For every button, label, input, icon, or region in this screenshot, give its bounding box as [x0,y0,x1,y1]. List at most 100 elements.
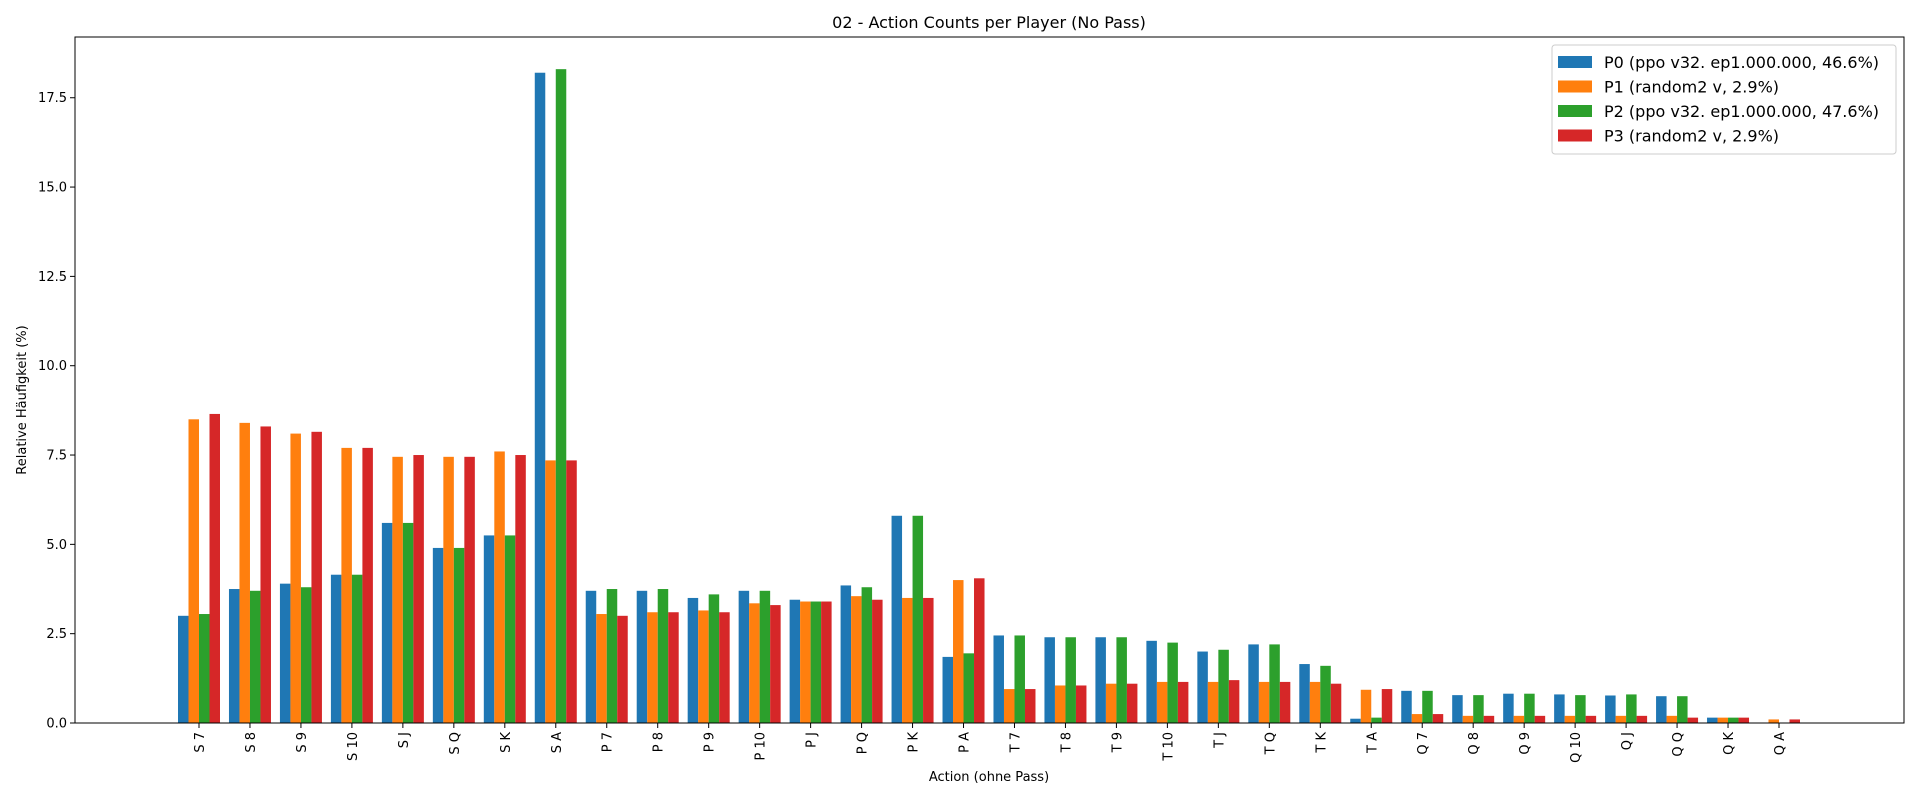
y-axis-label: Relative Häufigkeit (%) [15,325,30,474]
bar [432,547,444,723]
x-tick-label: P K [907,732,922,753]
bar [239,422,250,723]
x-tick-label: T J [1212,732,1227,749]
bar [566,460,577,723]
bar [311,431,322,723]
bar [606,589,618,723]
bar [749,603,760,723]
bar [1473,695,1484,723]
bar [1717,717,1729,723]
bar [1411,714,1423,723]
bar [1452,695,1463,723]
legend-label: P3 (random2 v, 2.9%) [1604,127,1779,146]
bar [1585,715,1597,723]
bar [719,612,730,723]
legend-label: P1 (random2 v, 2.9%) [1604,78,1779,97]
bar [545,460,556,723]
bar [1687,717,1699,723]
bar [872,599,883,723]
bar [1626,694,1637,723]
bar [260,426,271,723]
bar [861,587,873,723]
legend: P0 (ppo v32. ep1.000.000, 46.6%) P1 (rand… [1551,44,1897,155]
bars-group [178,69,1800,724]
bar [1360,689,1372,723]
bar [1248,644,1259,723]
plot-frame [74,36,1905,724]
x-tick-label: S K [499,732,514,753]
x-tick-label: P 8 [652,732,667,752]
legend-box [1551,44,1897,155]
y-tick-label: 0.0 [46,717,67,732]
bar [974,578,985,723]
y-tick-label: 15.0 [38,181,67,196]
bar [1513,715,1525,723]
bar [1789,719,1800,723]
bar [657,589,669,723]
bar [1167,642,1178,723]
y-tick-label: 7.5 [46,449,67,464]
bar [1503,693,1514,723]
bar [228,589,240,723]
bar [1014,635,1025,723]
x-tick-label: Q 8 [1467,732,1482,755]
bar [1197,651,1208,723]
bar [1615,715,1627,723]
bar [402,522,414,723]
x-tick-label: S 10 [346,732,361,761]
bar [912,515,924,723]
x-tick-label: Q 10 [1569,732,1584,763]
series-1 [188,419,1779,723]
bar [810,601,822,723]
bar [1534,715,1546,723]
bar [1218,649,1229,723]
bar [1707,717,1718,723]
bar [464,456,475,723]
bar [1054,685,1066,723]
x-tick-label: T 8 [1059,732,1074,753]
bar [1299,664,1310,723]
bar [1044,637,1055,723]
legend-swatch [1558,80,1592,93]
bar [504,535,516,723]
bar [585,590,597,723]
y-tick-label: 10.0 [38,359,67,374]
x-tick-label: Q A [1773,732,1788,755]
bar [1207,681,1219,723]
x-tick-label: Q J [1620,732,1635,750]
bar [555,69,567,723]
x-tick-label: Q 7 [1416,732,1431,755]
bar [1105,683,1117,723]
bar [1554,694,1565,723]
bar [789,599,801,723]
bar [738,590,750,723]
x-tick-label: S A [550,732,565,753]
bar [300,587,312,723]
bar [381,522,393,723]
bar [199,614,210,723]
x-tick-label: Q 9 [1518,732,1533,755]
bar [708,594,720,724]
legend-swatch [1558,129,1592,142]
bar [1768,719,1779,723]
x-tick-label: P 7 [601,732,616,752]
bar [330,574,342,723]
x-tick-label: P Q [856,732,871,754]
bar [1432,714,1444,723]
legend-swatch [1558,105,1592,117]
bar [1279,681,1291,723]
bar [188,419,199,723]
bar [1656,696,1667,723]
x-tick-label: P A [958,732,973,753]
bar [1116,637,1127,723]
legend-label: P0 (ppo v32. ep1.000.000, 46.6%) [1604,53,1879,72]
x-ticks-group: S 7 S 8 S 9 S 10 S J S Q S K S A P 7 P 8 P 9 P 10 P … [193,723,1788,763]
bar [923,597,934,723]
legend-label: P2 (ppo v32. ep1.000.000, 47.6%) [1604,102,1879,121]
bar [249,590,261,723]
bar [596,614,607,723]
series-0 [178,72,1718,724]
bar [617,615,628,723]
bar [942,656,954,723]
bar [341,447,352,723]
